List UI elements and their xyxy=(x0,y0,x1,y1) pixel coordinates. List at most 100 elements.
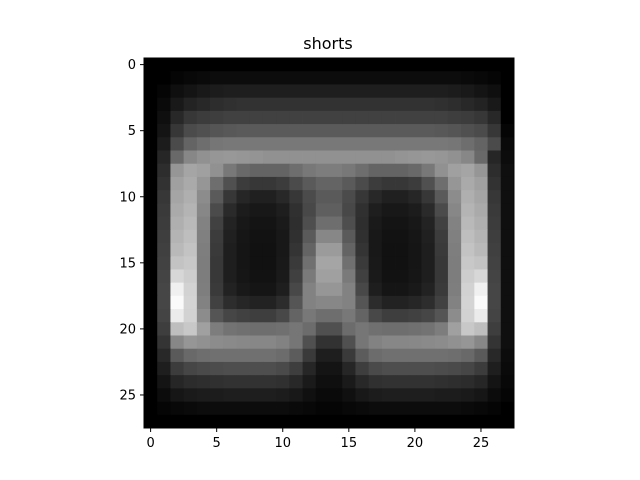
heatmap-cell xyxy=(210,388,224,402)
heatmap-cell xyxy=(183,216,198,231)
heatmap-cell xyxy=(461,163,475,178)
heatmap-cell xyxy=(447,110,462,125)
heatmap-cell xyxy=(144,110,158,125)
heatmap-cell xyxy=(302,335,317,350)
heatmap-cell xyxy=(447,388,462,402)
heatmap-cell xyxy=(302,97,317,112)
heatmap-cell xyxy=(500,309,515,323)
heatmap-cell xyxy=(302,295,317,310)
heatmap-cell xyxy=(329,84,343,99)
heatmap-cell xyxy=(421,269,436,284)
heatmap-cell xyxy=(474,361,488,376)
x-tick-label: 0 xyxy=(146,436,154,451)
axes-frame xyxy=(143,57,515,429)
heatmap-cell xyxy=(196,71,211,85)
heatmap-cell xyxy=(342,282,356,297)
heatmap-cell xyxy=(170,137,185,151)
heatmap-cell xyxy=(487,163,502,178)
heatmap-cell xyxy=(183,388,198,402)
heatmap-cell xyxy=(144,388,158,402)
heatmap-cell xyxy=(157,110,171,125)
heatmap-cell xyxy=(447,229,462,244)
heatmap-cell xyxy=(249,243,264,257)
heatmap-cell xyxy=(223,203,237,217)
heatmap-cell xyxy=(342,216,356,231)
heatmap-cell xyxy=(368,348,383,363)
heatmap-cell xyxy=(144,322,158,336)
heatmap-cell xyxy=(302,361,317,376)
heatmap-cell xyxy=(210,375,224,389)
heatmap-cell xyxy=(474,71,488,85)
heatmap-cell xyxy=(355,176,370,191)
heatmap-cell xyxy=(315,216,330,231)
heatmap-cell xyxy=(355,335,370,350)
heatmap-cell xyxy=(329,388,343,402)
heatmap-cell xyxy=(210,137,224,151)
heatmap-cell xyxy=(249,71,264,85)
heatmap-cell xyxy=(183,335,198,350)
heatmap-cell xyxy=(223,163,237,178)
heatmap-cell xyxy=(302,190,317,204)
heatmap-cell xyxy=(329,176,343,191)
heatmap-cell xyxy=(395,97,409,112)
heatmap-cell xyxy=(289,388,303,402)
heatmap-cell xyxy=(236,71,251,85)
heatmap-cell xyxy=(315,110,330,125)
heatmap-cell xyxy=(342,137,356,151)
heatmap-cell xyxy=(408,322,422,336)
heatmap-cell xyxy=(421,295,436,310)
heatmap-cell xyxy=(170,414,185,429)
heatmap-cell xyxy=(157,335,171,350)
heatmap-cell xyxy=(421,256,436,270)
heatmap-cell xyxy=(381,269,396,284)
heatmap-cell xyxy=(447,190,462,204)
heatmap-cell xyxy=(408,58,422,72)
heatmap-cell xyxy=(447,322,462,336)
heatmap-cell xyxy=(395,256,409,270)
heatmap-cell xyxy=(368,309,383,323)
heatmap-cell xyxy=(461,375,475,389)
heatmap-cell xyxy=(262,229,277,244)
heatmap-cell xyxy=(302,84,317,99)
heatmap-cell xyxy=(196,203,211,217)
heatmap-cell xyxy=(210,401,224,416)
heatmap-cell xyxy=(355,322,370,336)
heatmap-cell xyxy=(408,309,422,323)
heatmap-cell xyxy=(487,124,502,138)
heatmap-cell xyxy=(210,322,224,336)
heatmap-cell xyxy=(144,229,158,244)
heatmap-cell xyxy=(461,71,475,85)
heatmap-cell xyxy=(249,361,264,376)
heatmap-cell xyxy=(434,176,449,191)
heatmap-cell xyxy=(329,190,343,204)
heatmap-cell xyxy=(421,58,436,72)
heatmap-cell xyxy=(183,229,198,244)
heatmap-cell xyxy=(474,124,488,138)
heatmap-cell xyxy=(434,190,449,204)
heatmap-cell xyxy=(157,243,171,257)
heatmap-cell xyxy=(500,203,515,217)
heatmap-cell xyxy=(144,375,158,389)
heatmap-cell xyxy=(329,335,343,350)
heatmap-cell xyxy=(342,414,356,429)
heatmap-cell xyxy=(236,322,251,336)
heatmap-cell xyxy=(196,269,211,284)
heatmap-cell xyxy=(342,97,356,112)
heatmap-cell xyxy=(487,335,502,350)
heatmap-cell xyxy=(262,414,277,429)
heatmap-cell xyxy=(395,309,409,323)
heatmap-cell xyxy=(315,361,330,376)
heatmap-cell xyxy=(315,124,330,138)
heatmap-cell xyxy=(474,388,488,402)
heatmap-cell xyxy=(329,137,343,151)
heatmap-cell xyxy=(276,361,290,376)
heatmap-cell xyxy=(421,216,436,231)
heatmap-cell xyxy=(144,124,158,138)
heatmap-cell xyxy=(368,335,383,350)
heatmap-cell xyxy=(157,401,171,416)
heatmap-cell xyxy=(487,176,502,191)
heatmap-cell xyxy=(144,176,158,191)
heatmap-cell xyxy=(487,216,502,231)
heatmap-cell xyxy=(447,163,462,178)
heatmap-cell xyxy=(381,124,396,138)
